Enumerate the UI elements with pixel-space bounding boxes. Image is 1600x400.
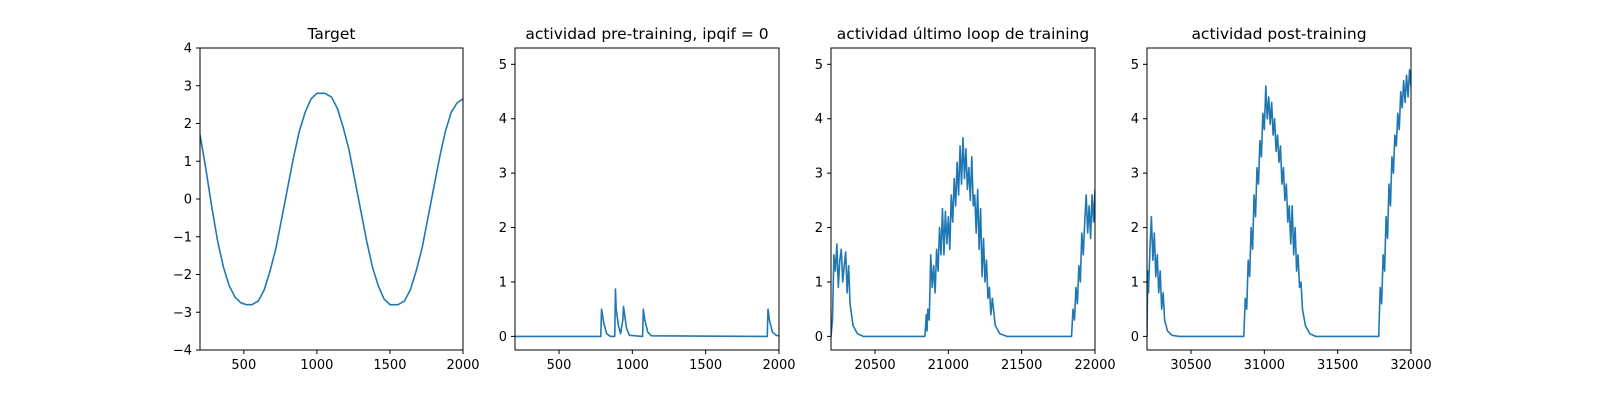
y-tick-label: 1 [815,275,823,290]
y-tick-label: −1 [173,230,192,245]
y-tick-label: 1 [1131,275,1139,290]
panel-2: actividad pre-training, ipqif = 0 500 1000… [499,25,796,373]
y-tick-label: −3 [173,306,192,321]
y-tick-label: 4 [499,112,507,127]
x-tick-label: 21000 [928,358,969,373]
x-tick-label: 31500 [1317,358,1358,373]
axes-frame [514,47,780,351]
panel-title: actividad último loop de training [837,25,1089,43]
x-tick-label: 2000 [762,358,795,373]
y-tick-label: 2 [499,221,507,236]
y-tick-label: 5 [499,58,507,73]
series-line [1147,68,1411,338]
y-tick-label: 2 [815,221,823,236]
y-tick-label: −2 [173,268,192,283]
y-tick-label: 5 [815,58,823,73]
x-tick-label: 500 [231,358,256,373]
x-tick-label: 1000 [616,358,649,373]
y-tick-label: 0 [184,193,192,208]
x-tick-label: 1500 [689,358,722,373]
y-tick-label: 2 [184,117,192,132]
series-line [200,92,463,306]
x-tick-label: 21500 [1001,358,1042,373]
y-tick-label: 4 [184,42,192,57]
x-tick-label: 1000 [300,358,333,373]
y-tick-label: 3 [1131,167,1139,182]
axes-frame [199,47,464,351]
y-tick-label: 1 [499,275,507,290]
axes-frame [1146,47,1412,351]
x-tick-label: 22000 [1074,358,1115,373]
y-tick-label: 0 [1131,330,1139,345]
x-tick-label: 30500 [1170,358,1211,373]
y-tick-label: 2 [1131,221,1139,236]
x-tick-label: 1500 [373,358,406,373]
x-tick-label: 32000 [1390,358,1431,373]
y-tick-label: 4 [1131,112,1139,127]
y-tick-label: 3 [184,79,192,94]
panel-1: Target 500 1000 1500 2000 −4 −3 −2 −1 0 1 2 3 4 [173,25,480,373]
y-tick-label: 0 [499,330,507,345]
y-tick-label: 3 [499,167,507,182]
y-tick-label: −4 [173,344,192,359]
axes-frame [830,47,1096,351]
x-tick-label: 500 [547,358,572,373]
y-tick-label: 3 [815,167,823,182]
x-tick-label: 2000 [446,358,479,373]
series-line [831,136,1095,338]
y-tick-label: 4 [815,112,823,127]
panel-title: actividad pre-training, ipqif = 0 [525,25,768,43]
y-tick-label: 5 [1131,58,1139,73]
panel-title: actividad post-training [1191,25,1366,43]
panel-title: Target [307,25,356,43]
series-line [515,288,779,338]
y-tick-label: 1 [184,155,192,170]
x-tick-label: 20500 [854,358,895,373]
y-tick-label: 0 [815,330,823,345]
x-tick-label: 31000 [1244,358,1285,373]
